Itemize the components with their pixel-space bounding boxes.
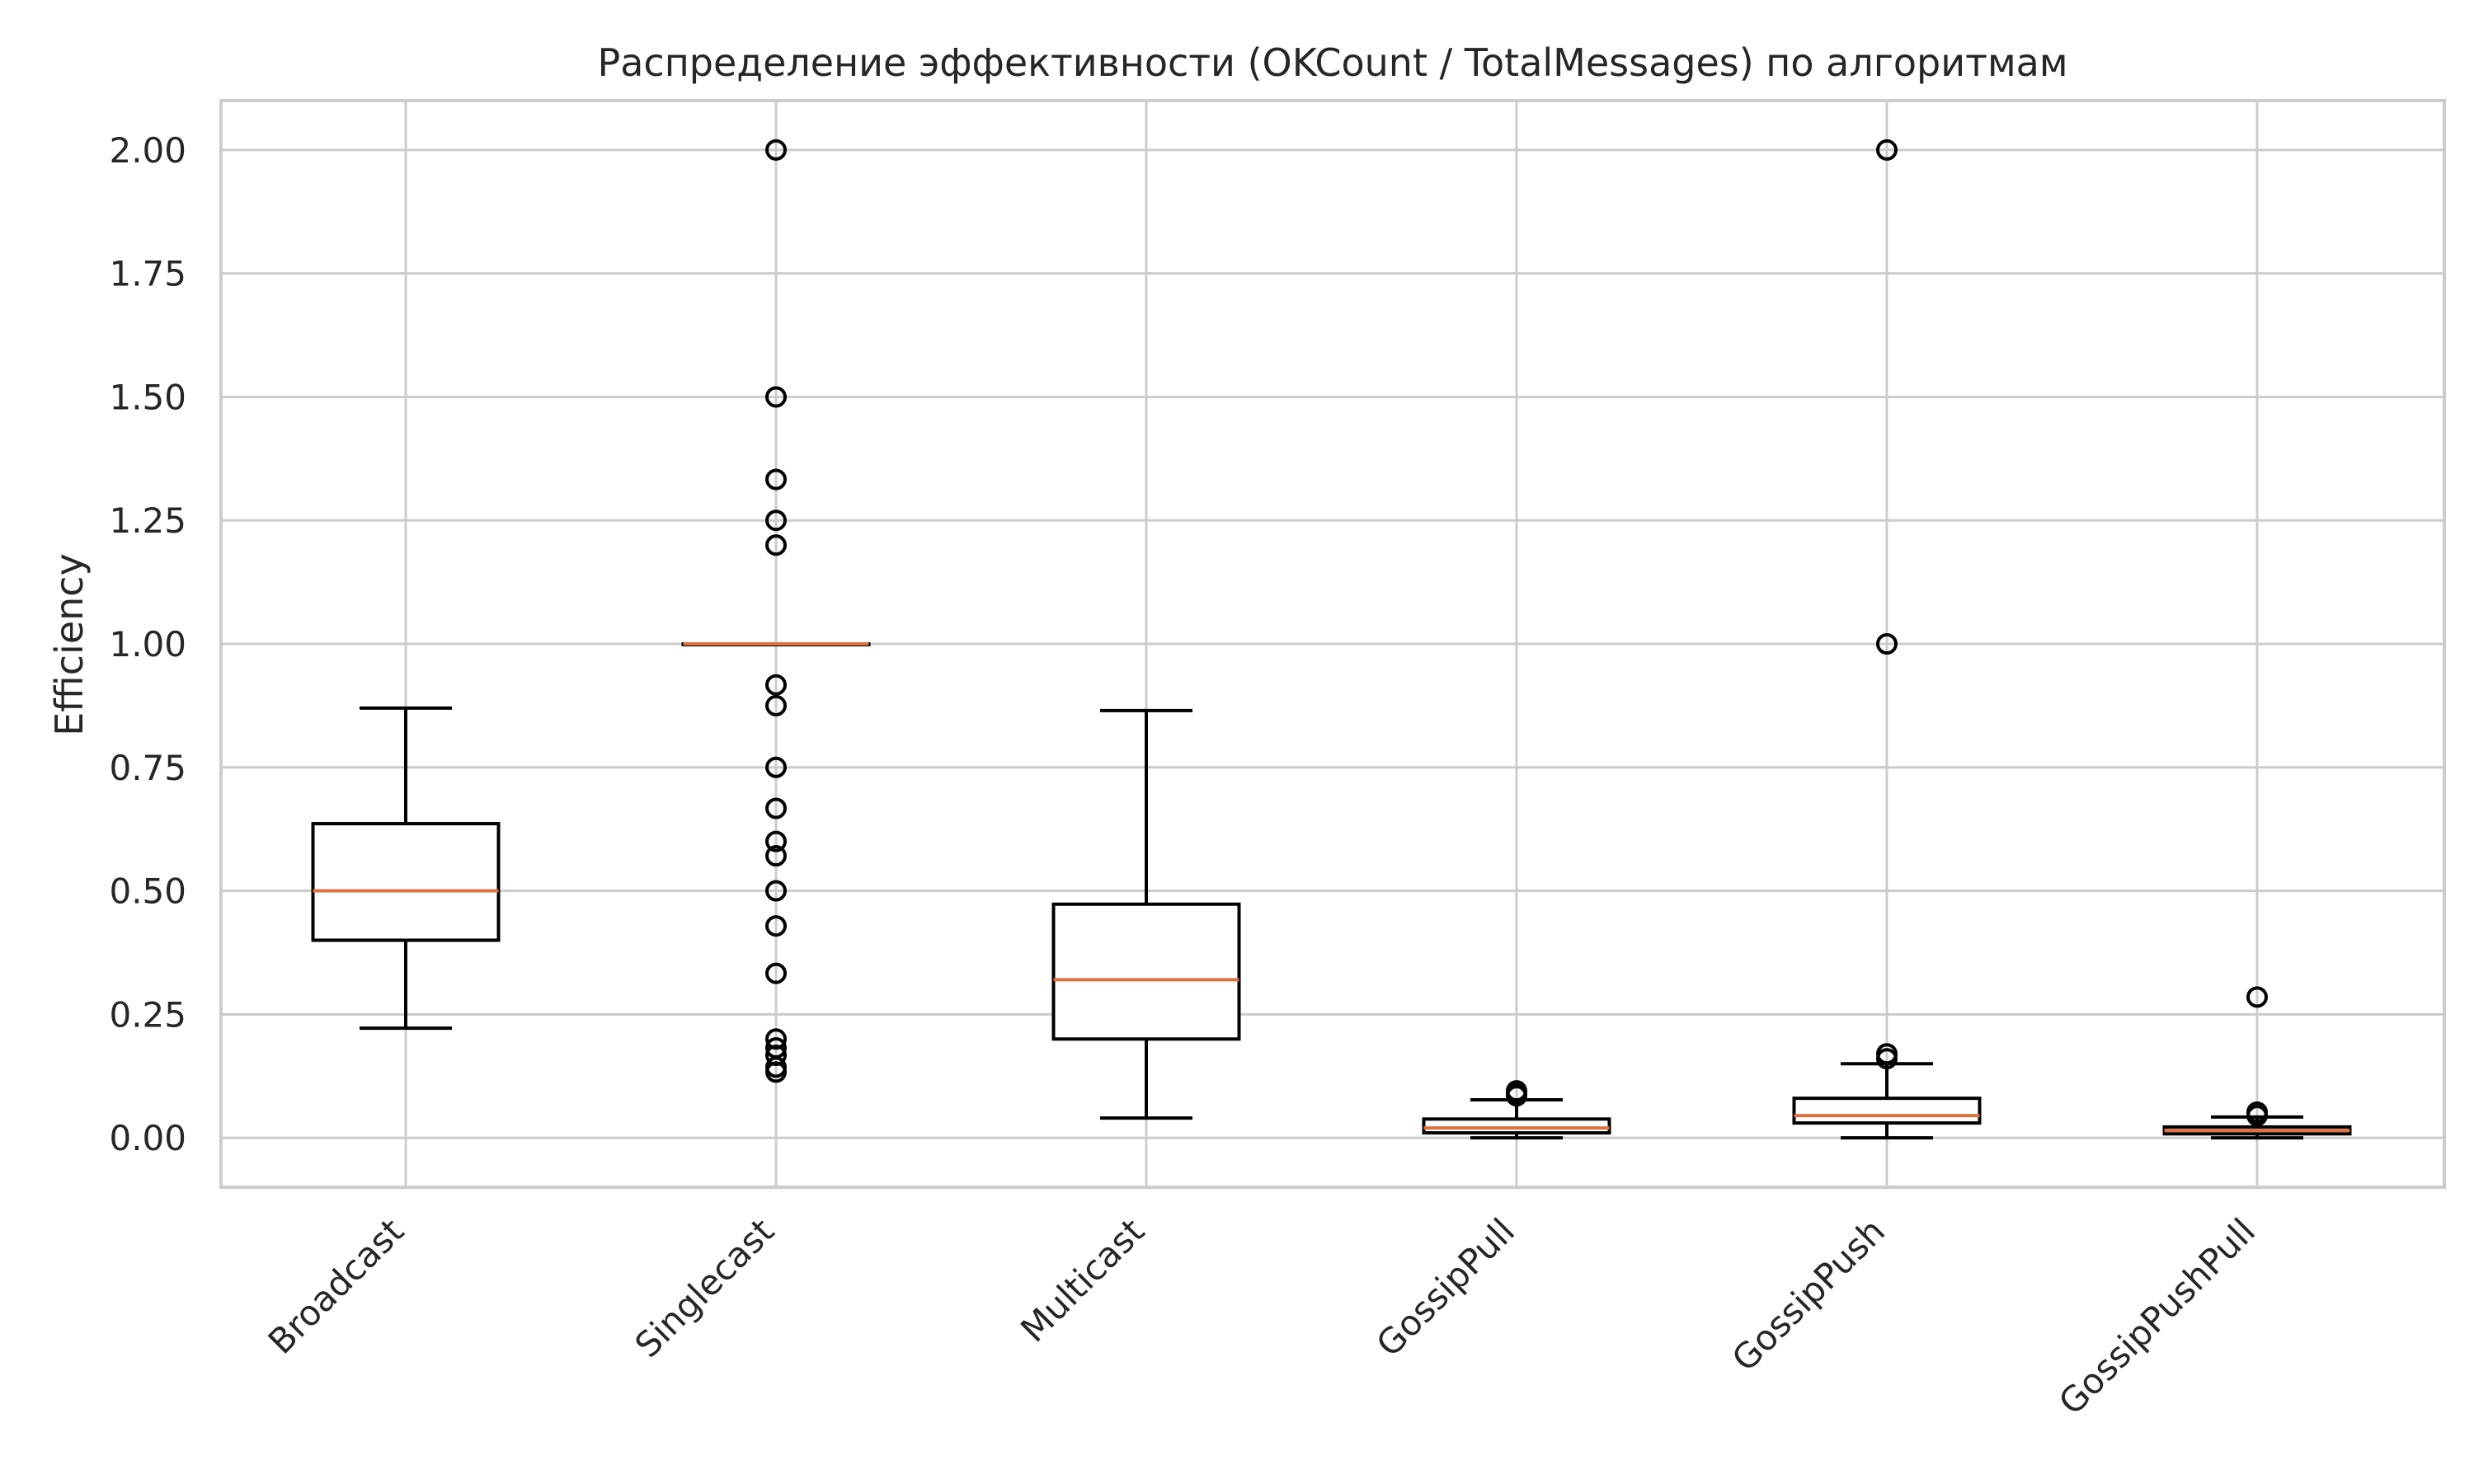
x-tick-label: Singlecast — [627, 1210, 782, 1365]
y-tick-label: 0.25 — [109, 994, 186, 1035]
y-tick-label: 1.00 — [109, 624, 186, 665]
y-tick-label: 1.75 — [109, 254, 186, 294]
x-tick-label: GossipPush — [1724, 1210, 1893, 1378]
box — [1054, 904, 1239, 1040]
y-tick-label: 0.50 — [109, 871, 186, 912]
box — [1794, 1098, 1980, 1123]
x-tick-label: GossipPushPull — [2051, 1210, 2263, 1422]
box — [313, 824, 499, 940]
grid-layer — [221, 101, 2444, 1187]
x-tick-label: Broadcast — [261, 1210, 412, 1361]
box — [1424, 1119, 1610, 1133]
y-tick-label: 1.50 — [109, 377, 186, 417]
y-tick-label: 0.75 — [109, 748, 186, 788]
axis-layer: 0.00 0.25 0.50 0.75 1.00 1.25 1.50 1.75 2.00 Broa… — [109, 130, 2263, 1423]
y-tick-label: 0.00 — [109, 1118, 186, 1158]
x-tick-label: GossipPull — [1368, 1210, 1522, 1364]
chart-title: Распределение эффективности (OKCount / T… — [597, 40, 2067, 85]
y-tick-label: 2.00 — [109, 130, 186, 171]
y-axis-label: Efficiency — [47, 553, 92, 736]
x-tick-label: Multicast — [1013, 1210, 1152, 1350]
box-layer — [313, 141, 2350, 1138]
y-tick-label: 1.25 — [109, 500, 186, 541]
